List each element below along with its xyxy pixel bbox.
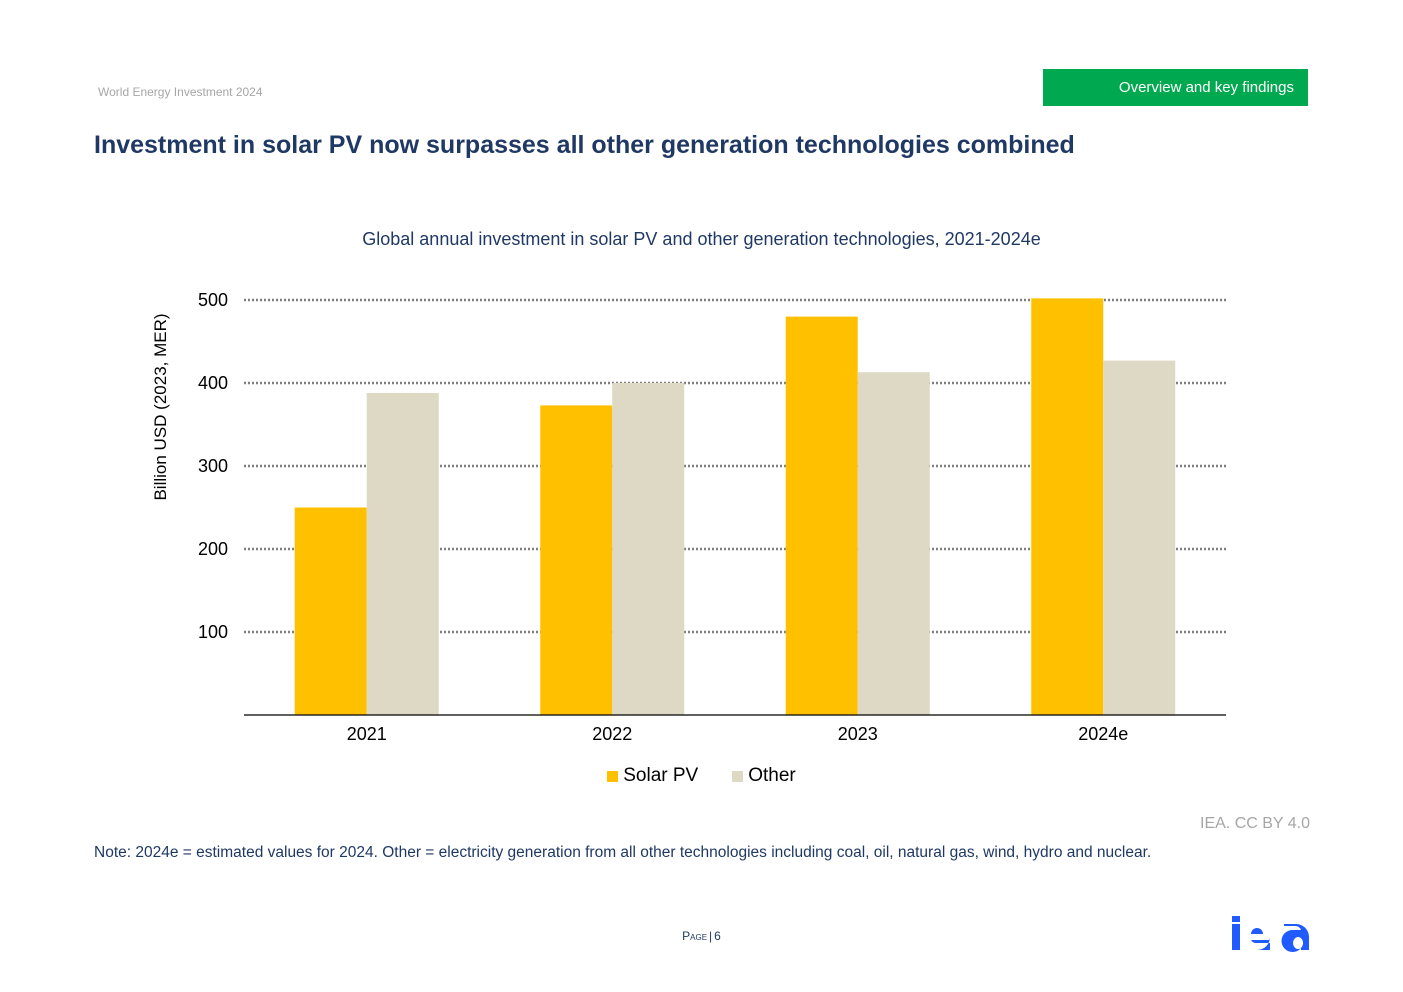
bar-other <box>366 392 439 715</box>
chart-legend: Solar PV Other <box>0 765 1403 787</box>
page-number-value: 6 <box>714 929 721 943</box>
chart-title: Global annual investment in solar PV and… <box>362 229 1041 249</box>
x-tick-label: 2023 <box>838 724 878 744</box>
y-tick-label: 200 <box>198 539 228 559</box>
legend-swatch-solar <box>607 770 619 782</box>
y-tick-label: 100 <box>198 622 228 642</box>
y-tick-label: 500 <box>198 290 228 310</box>
page-number: Page | 6 <box>682 929 721 943</box>
bar-solar-pv <box>540 405 613 715</box>
section-tab[interactable]: Overview and key findings <box>1043 69 1308 106</box>
legend-label-other: Other <box>748 765 796 786</box>
y-tick-label: 400 <box>198 373 228 393</box>
x-tick-label: 2024e <box>1078 724 1128 744</box>
legend-item-solar: Solar PV <box>607 765 698 787</box>
page-title: Investment in solar PV now surpasses all… <box>94 131 1075 159</box>
y-tick-label: 300 <box>198 456 228 476</box>
bar-solar-pv <box>785 316 858 715</box>
license-credit: IEA. CC BY 4.0 <box>1200 815 1310 832</box>
page-label: Page <box>682 929 708 943</box>
chart-note: Note: 2024e = estimated values for 2024.… <box>94 844 1152 861</box>
bar-other <box>857 372 930 715</box>
bar-solar-pv <box>1031 298 1104 715</box>
iea-logo-icon <box>1232 916 1309 952</box>
x-tick-label: 2021 <box>347 724 387 744</box>
publication-title: World Energy Investment 2024 <box>98 85 263 99</box>
bar-other <box>1103 360 1176 715</box>
legend-swatch-other <box>732 770 744 782</box>
bar-solar-pv <box>294 507 367 715</box>
bar-other <box>612 383 685 715</box>
legend-item-other: Other <box>732 765 796 787</box>
legend-label-solar: Solar PV <box>623 765 699 786</box>
x-tick-label: 2022 <box>592 724 632 744</box>
